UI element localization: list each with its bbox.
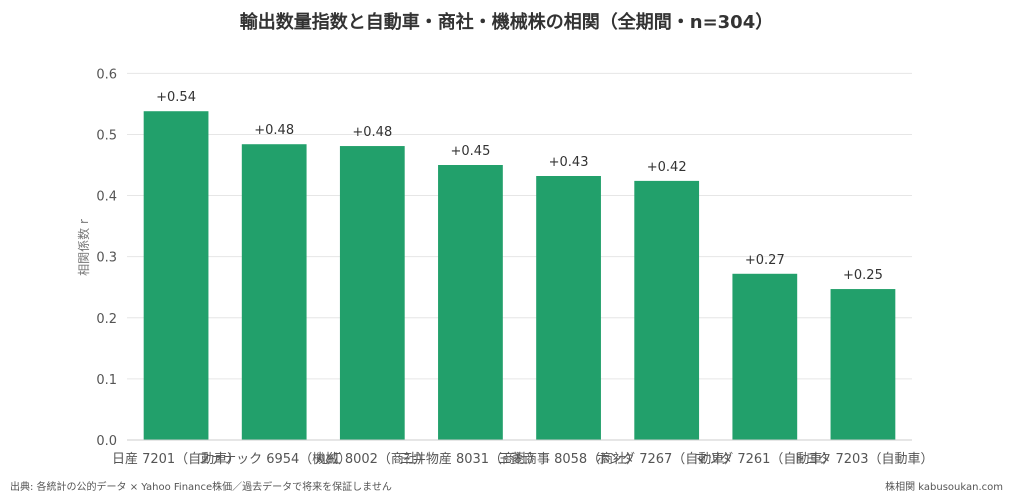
y-tick-label: 0.0 [96, 434, 117, 449]
y-tick-label: 0.5 [96, 128, 117, 143]
chart-title: 輸出数量指数と自動車・商社・機械株の相関（全期間・n=304） [239, 12, 774, 33]
y-tick-label: 0.4 [96, 190, 117, 205]
x-tick-label: トヨタ 7203（自動車） [792, 452, 933, 467]
y-tick-label: 0.2 [96, 312, 117, 327]
bar-value-label: +0.42 [647, 160, 687, 175]
bar-value-label: +0.48 [352, 125, 392, 140]
bar [241, 144, 307, 440]
x-tick-label: 日産 7201（自動車） [112, 451, 240, 467]
y-tick-label: 0.3 [96, 251, 117, 266]
bar [732, 273, 798, 440]
x-tick-label: ホンダ 7267（自動車） [596, 452, 737, 467]
x-tick-label: マツダ 7261（自動車） [694, 452, 835, 467]
y-tick-label: 0.1 [96, 373, 117, 388]
site-credit: 株相関 kabusoukan.com [885, 482, 1003, 493]
bar [830, 289, 896, 440]
y-axis-label: 相関係数 r [76, 219, 91, 276]
bar [143, 111, 209, 440]
bar [339, 146, 405, 441]
bar-value-label: +0.54 [156, 90, 196, 105]
y-tick-label: 0.6 [96, 67, 117, 82]
source-note: 出典: 各統計の公的データ × Yahoo Finance株価／過去データで将来… [10, 482, 392, 493]
bar [634, 180, 700, 440]
bar [536, 176, 601, 440]
x-tick-label: 三井物産 8031（商社） [400, 451, 541, 467]
bar-value-label: +0.25 [843, 268, 883, 283]
bar-value-label: +0.45 [451, 144, 491, 159]
bar-value-label: +0.48 [254, 123, 294, 138]
bar [438, 165, 503, 440]
x-tick-label: 三菱商事 8058（商社） [498, 451, 639, 467]
bar-value-label: +0.43 [549, 155, 589, 170]
x-tick-label: 丸紅 8002（商社） [315, 451, 430, 467]
x-tick-label: ファナック 6954（機械） [197, 452, 351, 467]
bar-value-label: +0.27 [745, 253, 785, 268]
